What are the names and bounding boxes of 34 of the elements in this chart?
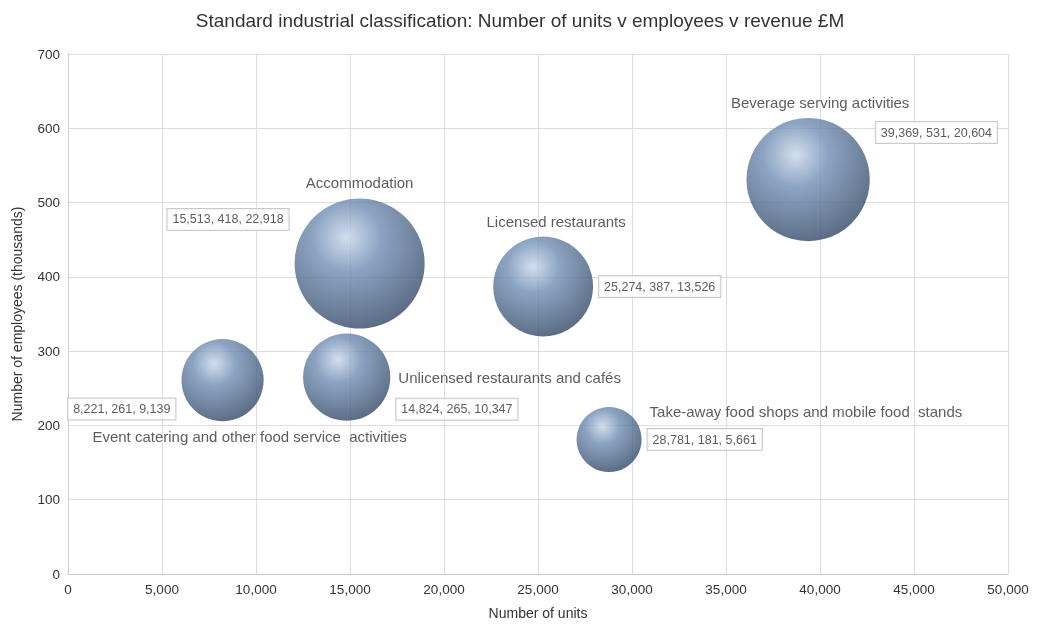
x-tick-label: 45,000 — [893, 581, 935, 597]
x-tick-label: 35,000 — [705, 581, 747, 597]
data-label: 25,274, 387, 13,526 — [604, 279, 716, 294]
x-tick-label: 0 — [64, 581, 72, 597]
x-tick-label: 50,000 — [987, 581, 1029, 597]
x-tick-label: 25,000 — [517, 581, 559, 597]
series-label: Beverage serving activities — [730, 93, 910, 111]
data-label: 15,513, 418, 22,918 — [172, 212, 284, 227]
y-tick-label: 600 — [37, 120, 60, 136]
chart-title: Standard industrial classification: Number of units v employees v revenue £M — [195, 10, 845, 31]
series-label: Event catering and other food service activities — [92, 428, 407, 446]
y-tick-label: 400 — [37, 269, 60, 285]
x-tick-label: 5,000 — [145, 581, 179, 597]
data-label: 14,824, 265, 10,347 — [401, 402, 513, 417]
x-tick-label: 40,000 — [799, 581, 841, 597]
y-tick-label: 300 — [37, 343, 60, 359]
data-label: 8,221, 261, 9,139 — [73, 402, 171, 417]
x-tick-label: 15,000 — [329, 581, 371, 597]
y-tick-label: 700 — [37, 46, 60, 62]
x-tick-label: 30,000 — [611, 581, 653, 597]
x-tick-label: 10,000 — [235, 581, 277, 597]
series-label: Unlicensed restaurants and cafés — [398, 368, 621, 386]
y-axis-title: Number of employees (thousands) — [9, 206, 25, 422]
y-tick-label: 500 — [37, 195, 60, 211]
y-tick-label: 200 — [37, 417, 60, 433]
data-label: 39,369, 531, 20,604 — [880, 125, 993, 140]
series-label: Take-away food shops and mobile food stands — [649, 403, 963, 421]
series-label: Accommodation — [305, 174, 414, 192]
y-tick-label: 0 — [52, 566, 60, 582]
data-label: 28,781, 181, 5,661 — [652, 432, 757, 447]
y-tick-label: 100 — [37, 492, 60, 508]
series-label: Licensed restaurants — [486, 212, 626, 230]
x-axis-title: Number of units — [488, 605, 588, 621]
x-tick-label: 20,000 — [423, 581, 465, 597]
